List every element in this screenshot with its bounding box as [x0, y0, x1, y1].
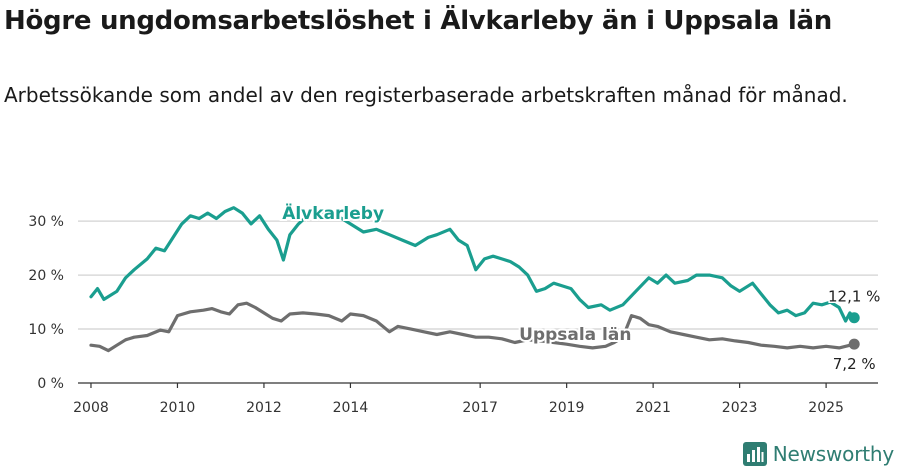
series-line: [89, 301, 856, 353]
x-tick-label: 2023: [722, 400, 758, 416]
chart-title: Högre ungdomsarbetslöshet i Älvkarleby ä…: [4, 6, 832, 36]
brand-logo: Newsworthy: [742, 442, 894, 466]
y-tick-label: 30 %: [28, 214, 64, 230]
x-tick-label: 2017: [462, 400, 498, 416]
brand-name: Newsworthy: [772, 442, 894, 466]
chart-subtitle: Arbetssökande som andel av den registerb…: [4, 83, 848, 107]
x-tick-label: 2025: [808, 400, 844, 416]
series-end-point: [848, 312, 860, 324]
x-tick-label: 2019: [549, 400, 585, 416]
y-tick-label: 0 %: [37, 376, 64, 392]
y-tick-label: 10 %: [28, 322, 64, 338]
newsworthy-logo-icon: [742, 442, 767, 466]
series-label: Uppsala län: [519, 325, 631, 345]
series-line: [89, 206, 856, 323]
x-tick-label: 2014: [333, 400, 369, 416]
y-tick-label: 20 %: [28, 268, 64, 284]
x-tick-label: 2021: [635, 400, 671, 416]
data-label: 7,2 %: [833, 355, 876, 373]
series-label: Älvkarleby: [282, 202, 384, 224]
x-tick-label: 2010: [160, 400, 196, 416]
x-tick-label: 2012: [246, 400, 282, 416]
data-label: 12,1 %: [828, 288, 880, 306]
series-end-point: [848, 338, 860, 350]
x-tick-label: 2008: [73, 400, 109, 416]
